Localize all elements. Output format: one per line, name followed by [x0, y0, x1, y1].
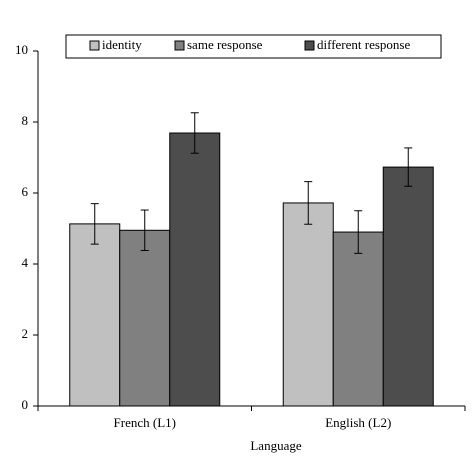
- y-tick-label: 8: [22, 113, 29, 128]
- y-tick-label: 4: [22, 255, 29, 270]
- bar: [282, 202, 334, 407]
- error-bar: [190, 112, 199, 154]
- legend-swatch: [89, 40, 100, 51]
- x-tick-label: English (L2): [325, 415, 391, 430]
- error-bar: [354, 210, 363, 254]
- y-tick-label: 10: [15, 42, 28, 57]
- bar: [382, 166, 434, 407]
- legend-label: identity: [102, 37, 142, 52]
- bar: [69, 223, 121, 407]
- error-bar: [140, 209, 149, 252]
- error-bar: [304, 181, 313, 225]
- error-bar: [404, 147, 413, 187]
- bar: [169, 132, 221, 407]
- y-tick-label: 0: [22, 397, 29, 412]
- x-tick-label: French (L1): [114, 415, 176, 430]
- x-axis-label: Language: [250, 438, 301, 453]
- error-bar: [90, 203, 99, 245]
- y-tick-label: 6: [22, 184, 29, 199]
- legend-box: [65, 34, 442, 59]
- legend-swatch: [174, 40, 185, 51]
- legend-swatch: [304, 40, 315, 51]
- legend-label: same response: [187, 37, 263, 52]
- bar: [119, 229, 171, 407]
- y-tick-label: 2: [22, 326, 29, 341]
- bar: [332, 231, 384, 407]
- legend-label: different response: [317, 37, 410, 52]
